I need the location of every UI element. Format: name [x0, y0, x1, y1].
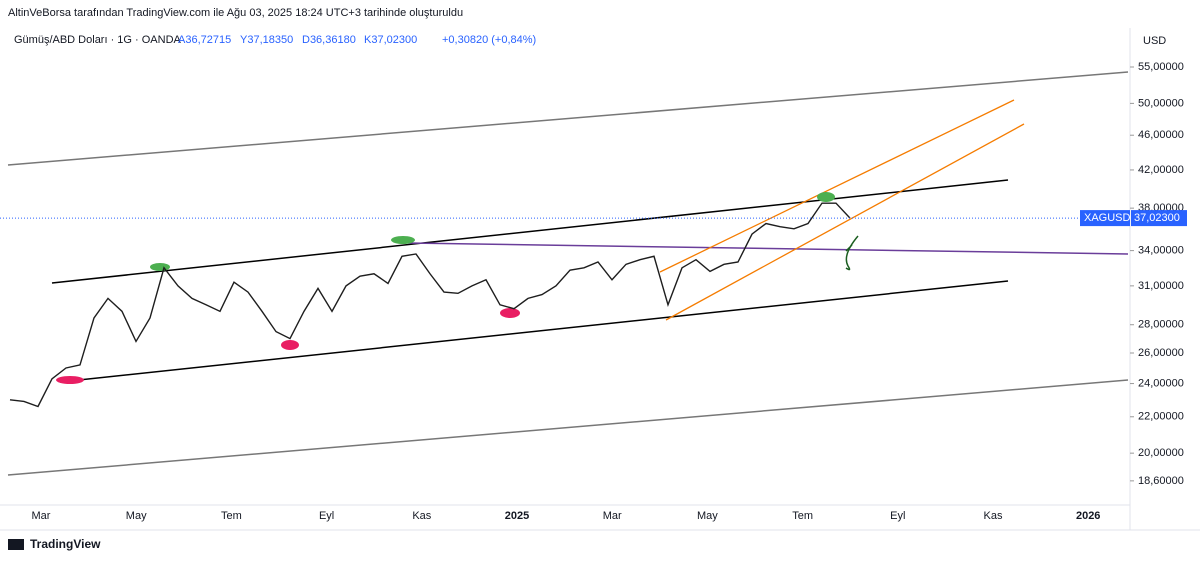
- footer: TradingView: [30, 537, 101, 551]
- y-tick-label: 28,00000: [1138, 319, 1184, 331]
- header: AltinVeBorsa tarafından TradingView.com …: [8, 7, 463, 19]
- price-tag-label: 37,02300: [1134, 212, 1180, 224]
- x-tick-label: 2026: [1076, 510, 1100, 522]
- y-tick-label: 31,00000: [1138, 280, 1184, 292]
- trend-line: [407, 242, 1129, 255]
- x-tick-label: Eyl: [319, 510, 334, 522]
- y-tick-label: 55,00000: [1138, 61, 1184, 73]
- x-tick-label: Tem: [221, 510, 242, 522]
- x-tick-label: Tem: [792, 510, 813, 522]
- ohlc-value: K37,02300: [364, 34, 417, 46]
- y-tick-label: 50,00000: [1138, 97, 1184, 109]
- y-tick-label: 26,00000: [1138, 347, 1184, 359]
- ohlc: A36,72715 Y37,18350 D36,36180 K37,02300 +0,3…: [178, 34, 536, 46]
- x-tick-label: Mar: [32, 510, 51, 522]
- symbol: Gümüş/ABD Doları · 1G · OANDA: [14, 34, 182, 46]
- y-tick-label: 18,60000: [1138, 475, 1184, 487]
- currency: USD: [1143, 35, 1166, 47]
- y-tick-label: 22,00000: [1138, 411, 1184, 423]
- y-tick-label: 20,00000: [1138, 447, 1184, 459]
- y-tick-label: 46,00000: [1138, 129, 1184, 141]
- x-tick-label: May: [697, 510, 718, 522]
- x-tick-label: 2025: [505, 510, 529, 522]
- trend-line: [51, 179, 1009, 284]
- price-tag: [1131, 210, 1187, 227]
- symbol-tag-label: XAGUSD: [1084, 212, 1131, 224]
- price-line: [9, 202, 851, 408]
- marker: [150, 263, 170, 271]
- x-tick-label: Kas: [984, 510, 1003, 522]
- marker: [56, 376, 84, 384]
- trend-line: [659, 99, 1015, 273]
- annotation: [845, 235, 859, 271]
- marker: [391, 236, 415, 244]
- ohlc-value: +0,30820 (+0,84%): [442, 34, 536, 46]
- trend-line: [7, 71, 1129, 166]
- trend-line: [665, 123, 1025, 321]
- marker: [500, 308, 520, 318]
- trend-line: [7, 379, 1129, 476]
- y-tick-label: 24,00000: [1138, 377, 1184, 389]
- marker: [281, 340, 299, 350]
- x-tick-label: Kas: [412, 510, 431, 522]
- x-tick-label: Mar: [603, 510, 622, 522]
- y-tick-label: 34,00000: [1138, 245, 1184, 257]
- marker: [817, 192, 835, 202]
- symbol-tag: [1080, 210, 1130, 227]
- ohlc-value: Y37,18350: [240, 34, 293, 46]
- y-tick-label: 42,00000: [1138, 164, 1184, 176]
- trend-line: [59, 280, 1009, 383]
- ohlc-value: A36,72715: [178, 34, 231, 46]
- x-tick-label: May: [126, 510, 147, 522]
- x-tick-label: Eyl: [890, 510, 905, 522]
- logo: [8, 539, 24, 550]
- ohlc-value: D36,36180: [302, 34, 356, 46]
